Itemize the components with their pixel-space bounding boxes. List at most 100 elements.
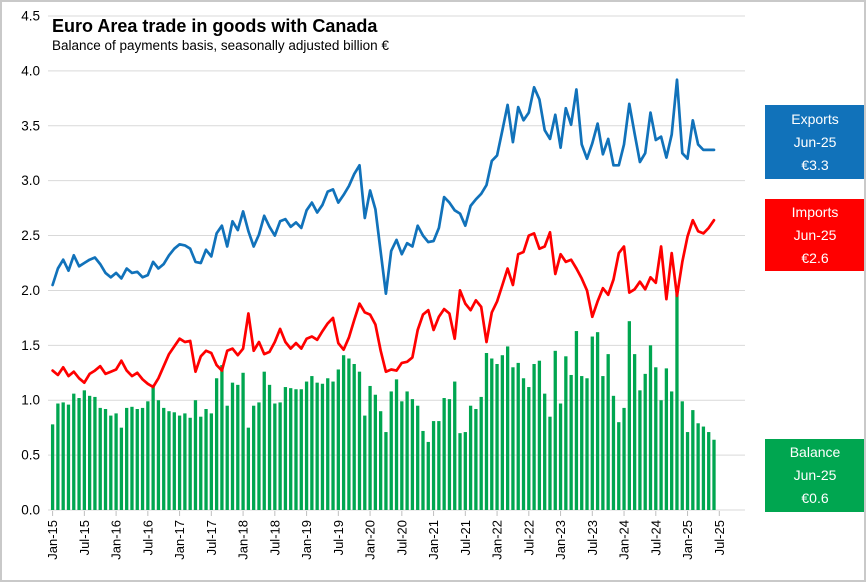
balance-bar [564, 356, 568, 510]
x-axis-tick-label: Jul-24 [648, 520, 663, 555]
balance-bar [310, 376, 314, 510]
balance-bar [558, 403, 563, 510]
exports-callout: Exports Jun-25 €3.3 [765, 105, 864, 179]
balance-bar [225, 405, 229, 510]
balance-bar [675, 293, 679, 510]
x-axis-tick-label: Jan-16 [109, 520, 124, 560]
balance-bar [267, 384, 272, 510]
balance-bar [151, 384, 155, 510]
balance-bar [643, 373, 647, 510]
balance-bar [580, 376, 584, 510]
balance-bar [696, 423, 700, 510]
balance-bar [262, 371, 266, 510]
balance-bar [484, 353, 489, 510]
balance-bar [130, 406, 134, 510]
balance-bar [273, 403, 277, 510]
balance-bar [283, 387, 288, 510]
balance-bar [352, 363, 356, 510]
balance-bar [659, 400, 663, 510]
balance-bar [61, 402, 65, 510]
balance-bar [357, 371, 362, 510]
balance-bar [442, 398, 446, 510]
balance-bar [336, 369, 340, 510]
balance-bar [82, 390, 86, 510]
x-axis-tick-label: Jan-24 [617, 520, 632, 560]
balance-bar [685, 432, 690, 510]
x-axis-tick-label: Jul-23 [585, 520, 600, 555]
x-axis-tick-label: Jul-18 [267, 520, 282, 555]
balance-bar [379, 411, 383, 510]
balance-bar [214, 378, 219, 510]
balance-bar [146, 401, 150, 510]
x-axis-tick-label: Jan-20 [363, 520, 378, 560]
exports-callout-value: €3.3 [801, 156, 829, 173]
x-axis-tick-label: Jan-23 [553, 520, 568, 560]
balance-bar [66, 404, 71, 510]
imports-callout-period: Jun-25 [793, 226, 837, 243]
balance-bar [712, 439, 716, 510]
balance-bar [347, 358, 351, 510]
balance-callout-series: Balance [789, 444, 841, 460]
x-axis-tick-label: Jul-22 [521, 520, 536, 555]
balance-bar [490, 358, 494, 510]
balance-bar [527, 387, 531, 510]
balance-bar [474, 409, 478, 510]
balance-bar [400, 401, 404, 510]
y-axis-tick-label: 0.5 [21, 448, 40, 463]
balance-bar [363, 415, 367, 510]
balance-bar [548, 416, 552, 510]
balance-bar [135, 409, 139, 510]
balance-bar [204, 409, 208, 510]
balance-bar [252, 405, 256, 510]
balance-bar [257, 402, 261, 510]
balance-bar [125, 407, 129, 510]
balance-bar [373, 394, 378, 510]
balance-bar [617, 422, 621, 510]
balance-bar [680, 401, 684, 510]
balance-bar [140, 407, 145, 510]
balance-bar [416, 405, 420, 510]
balance-bar [707, 432, 711, 510]
balance-bar [326, 378, 330, 510]
balance-bar [632, 354, 637, 510]
exports-callout-period: Jun-25 [793, 133, 837, 150]
balance-bar [368, 385, 372, 510]
x-axis-tick-label: Jul-16 [140, 520, 155, 555]
balance-bar [304, 381, 309, 510]
balance-bar [236, 384, 240, 510]
balance-bar [294, 389, 298, 510]
chart-subtitle: Balance of payments basis, seasonally ad… [52, 38, 389, 53]
balance-bar [553, 350, 557, 510]
balance-bar [93, 396, 97, 510]
balance-bar [654, 367, 658, 510]
x-axis-tick-label: Jul-21 [458, 520, 473, 555]
balance-bar [315, 382, 319, 510]
balance-bar [601, 376, 605, 510]
y-axis-tick-label: 4.5 [21, 8, 40, 23]
balance-bar [299, 389, 303, 510]
y-axis-tick-label: 1.5 [21, 338, 40, 353]
x-axis-tick-label: Jul-20 [394, 520, 409, 555]
exports-line [51, 78, 716, 296]
exports-callout-series: Exports [791, 110, 839, 127]
balance-bar [72, 393, 76, 510]
balance-bar [278, 402, 282, 510]
y-axis-tick-label: 1.0 [21, 393, 40, 408]
balance-bar [670, 391, 674, 510]
balance-bar [511, 367, 515, 510]
balance-bar [516, 362, 520, 510]
balance-bar [119, 427, 124, 510]
balance-bar [479, 396, 483, 510]
balance-bar [172, 412, 176, 510]
balance-bar [156, 400, 161, 510]
balance-bar [500, 355, 505, 510]
balance-bar [426, 441, 430, 510]
imports-callout: Imports Jun-25 €2.6 [765, 199, 864, 271]
balance-bar [199, 416, 203, 510]
balance-bar [341, 355, 346, 510]
y-axis-tick-label: 2.0 [21, 283, 40, 298]
y-axis-tick-label: 0.0 [21, 503, 40, 518]
balance-bar [595, 332, 600, 510]
balance-bar [574, 331, 579, 510]
